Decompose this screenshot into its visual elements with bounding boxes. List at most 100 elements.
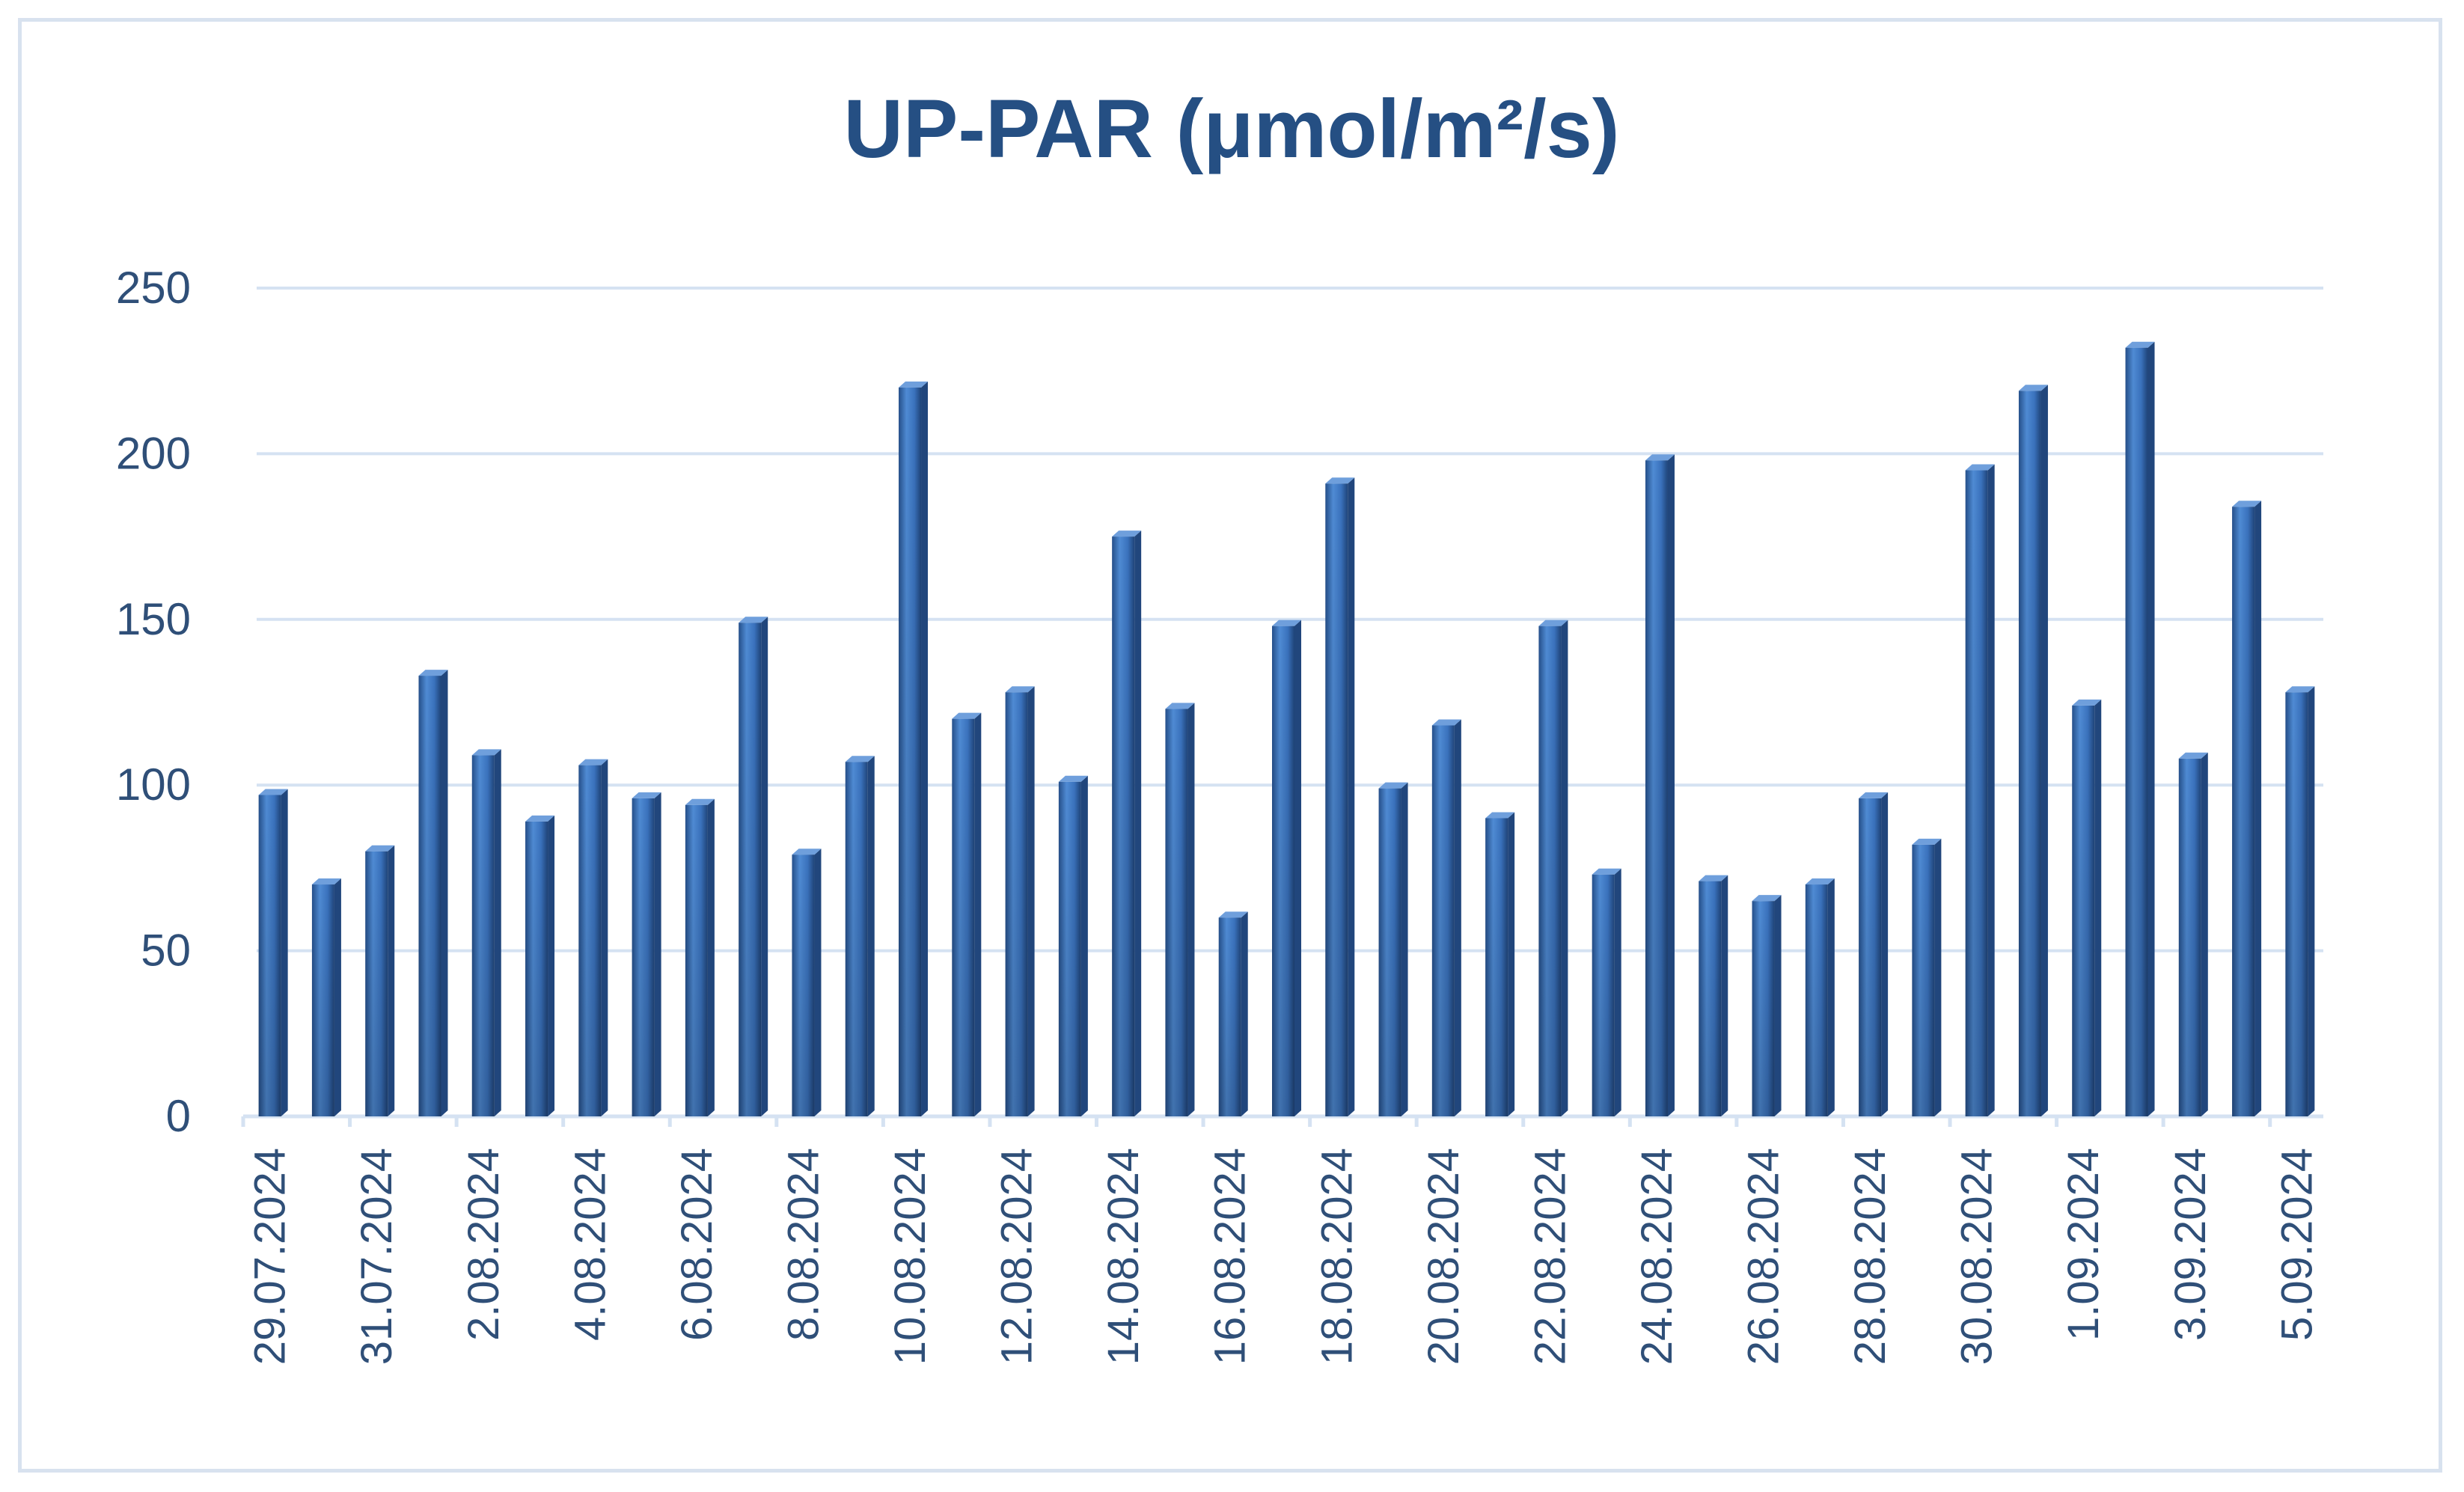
bar xyxy=(1965,464,1995,1116)
bar-side xyxy=(1454,719,1461,1116)
x-tick-label: 6.08.2024 xyxy=(673,1148,721,1341)
bar-top xyxy=(1912,838,1942,845)
bar xyxy=(1859,792,1889,1116)
bar xyxy=(1752,895,1782,1116)
bar-shade xyxy=(1485,818,1508,1116)
bar xyxy=(2072,699,2102,1116)
bar-top xyxy=(2125,341,2155,348)
bar-shade xyxy=(1912,844,1935,1116)
bar-side xyxy=(2254,501,2262,1116)
bar-top xyxy=(1699,875,1728,881)
y-tick-labels: 0 50 100 150 200 250 xyxy=(116,263,191,1141)
bar xyxy=(792,849,822,1116)
x-tick-label: 29.07.2024 xyxy=(246,1148,295,1365)
bar-top xyxy=(632,792,661,798)
bar-top xyxy=(1218,911,1248,918)
bar-top xyxy=(845,756,875,762)
x-tick-label: 31.07.2024 xyxy=(352,1148,401,1365)
x-tick-label: 30.08.2024 xyxy=(1953,1148,2002,1365)
bar xyxy=(632,792,661,1116)
bar-top xyxy=(258,789,288,795)
bar xyxy=(1058,775,1088,1116)
bar xyxy=(365,845,395,1116)
bar-side xyxy=(1614,868,1621,1116)
bar-top xyxy=(1112,531,1142,537)
bar-side xyxy=(814,849,822,1116)
bars xyxy=(258,341,2315,1117)
bar xyxy=(685,798,715,1116)
bar xyxy=(418,670,448,1116)
bar-top xyxy=(685,798,715,805)
chart-title: UP-PAR (μmol/m²/s) xyxy=(844,83,1620,175)
x-tick-label: 10.08.2024 xyxy=(886,1148,935,1365)
x-tick-label: 26.08.2024 xyxy=(1740,1148,1788,1365)
bar xyxy=(471,749,501,1116)
bar xyxy=(258,789,288,1116)
bar-side xyxy=(2094,699,2102,1116)
x-tick-label: 12.08.2024 xyxy=(993,1148,1042,1365)
bar-top xyxy=(792,849,822,855)
bar-top xyxy=(1645,454,1675,461)
bar-top xyxy=(1805,878,1835,885)
bar-shade xyxy=(258,795,281,1116)
bar-shade xyxy=(2072,705,2095,1116)
bar-side xyxy=(1241,911,1248,1116)
x-tick-labels: 29.07.2024 31.07.2024 2.08.2024 4.08.2024 6.… xyxy=(246,1148,2322,1365)
bar-top xyxy=(899,381,929,388)
bar-side xyxy=(494,749,501,1116)
bar-side xyxy=(1508,812,1515,1116)
bar-shade xyxy=(632,798,655,1116)
bar-shade xyxy=(418,676,441,1116)
bar-shade xyxy=(2125,347,2148,1117)
bar-side xyxy=(1187,703,1195,1116)
bar-shade xyxy=(1592,874,1615,1116)
bar-top xyxy=(1965,464,1995,471)
bar-top xyxy=(1752,895,1782,902)
bar-shade xyxy=(1538,626,1562,1116)
bar-side xyxy=(1348,477,1355,1116)
bar-shade xyxy=(952,718,975,1116)
bar-shade xyxy=(1272,626,1294,1116)
bar xyxy=(1431,719,1461,1116)
bar-top xyxy=(418,670,448,676)
bar-side xyxy=(974,712,982,1116)
bar xyxy=(1112,531,1142,1116)
bar-shade xyxy=(365,851,388,1116)
bar-shade xyxy=(311,884,334,1116)
bar-shade xyxy=(1752,901,1775,1116)
bar xyxy=(2232,501,2262,1116)
bar-shade xyxy=(1699,881,1722,1116)
bar xyxy=(1805,878,1835,1116)
bar-side xyxy=(1134,531,1142,1116)
bar-shade xyxy=(739,623,762,1116)
bar xyxy=(2018,385,2048,1116)
axes xyxy=(241,1114,2323,1127)
bar-side xyxy=(1774,895,1782,1116)
y-tick-label: 200 xyxy=(116,428,191,478)
bar-top xyxy=(1859,792,1889,798)
bar-shade xyxy=(1859,798,1882,1116)
bar-shade xyxy=(1058,781,1081,1116)
bar xyxy=(899,381,929,1117)
bar xyxy=(1912,838,1942,1116)
bar-shade xyxy=(1645,460,1668,1116)
bar-shade xyxy=(1378,788,1401,1116)
x-tick-label: 4.08.2024 xyxy=(566,1148,614,1341)
bar xyxy=(1645,454,1675,1116)
bar xyxy=(1699,875,1728,1116)
bar xyxy=(578,759,608,1116)
x-tick-label: 20.08.2024 xyxy=(1419,1148,1468,1365)
bar xyxy=(1218,911,1248,1116)
bar-top xyxy=(1538,620,1568,626)
bar-top xyxy=(1165,703,1195,709)
bar-side xyxy=(334,878,341,1116)
bar-shade xyxy=(1005,692,1028,1116)
bar-top xyxy=(1058,775,1088,782)
y-tick-label: 50 xyxy=(141,926,191,976)
bar-top xyxy=(739,617,768,623)
bar-side xyxy=(1827,878,1835,1116)
bar-top xyxy=(1378,782,1408,789)
x-tick-label: 28.08.2024 xyxy=(1846,1148,1895,1365)
bar-shade xyxy=(1112,536,1135,1116)
